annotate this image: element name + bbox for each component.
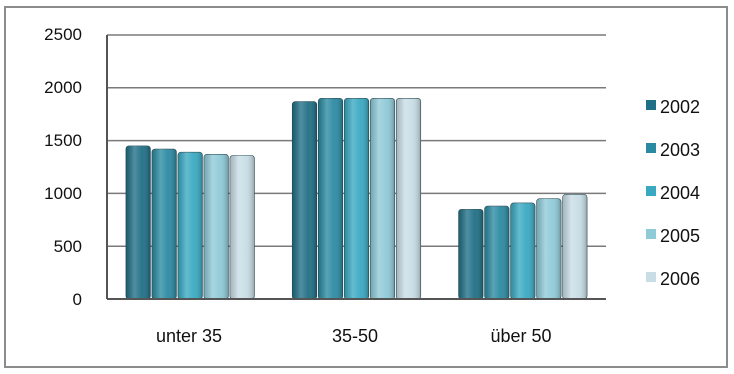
bar-shade [292,101,317,299]
legend-label: 2003 [660,140,700,160]
category-label: über 50 [490,326,551,346]
y-tick-label: 500 [54,237,82,256]
bar-shade [536,198,562,299]
y-tick-label: 0 [73,290,82,309]
y-tick-label: 1500 [44,131,82,150]
bar-shade [396,98,421,299]
axes [106,35,606,300]
y-tick-labels: 0 500 1000 1500 2000 2500 [44,25,82,309]
legend-label: 2004 [660,183,700,203]
bar-shade [370,98,395,299]
legend-label: 2002 [660,97,700,117]
bar-shade [510,202,536,299]
bar-shade [562,194,588,299]
bar-shade [203,154,229,299]
legend-swatch-2005 [646,229,656,239]
bar-shade [151,149,177,299]
bar-shade [125,145,151,299]
x-tick-labels: unter 35 35-50 über 50 [156,326,552,346]
y-tick-label: 2000 [44,78,82,97]
bar-shade [318,98,343,299]
category-label: 35-50 [332,326,378,346]
legend-swatch-2003 [646,143,656,153]
category-label: unter 35 [156,326,222,346]
legend-swatch-2004 [646,186,656,196]
bar-shade [458,209,484,299]
y-tick-label: 1000 [44,184,82,203]
bar-shade [177,152,203,299]
bars [125,98,588,300]
bar-shade [229,155,255,299]
bar-shade [344,98,369,299]
bar-shade [484,206,510,299]
legend-label: 2005 [660,226,700,246]
legend-swatch-2006 [646,272,656,282]
legend-swatch-2002 [646,100,656,110]
y-tick-label: 2500 [44,25,82,44]
legend: 2002 2003 2004 2005 2006 [646,97,700,289]
legend-label: 2006 [660,269,700,289]
